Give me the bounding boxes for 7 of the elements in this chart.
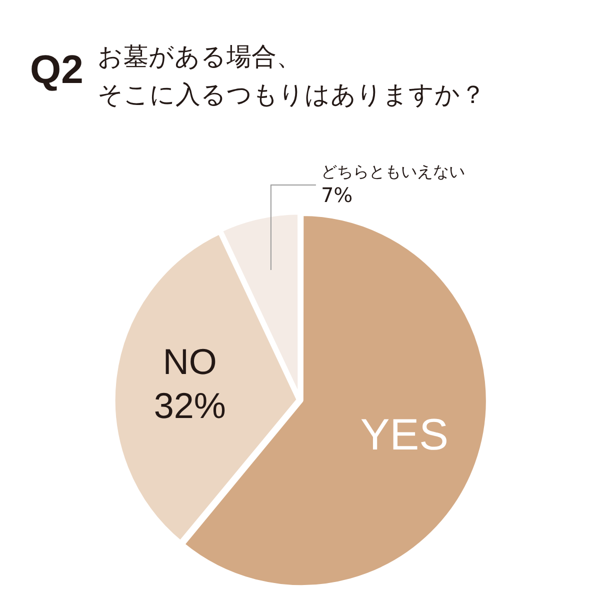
slice-label: NO [162,341,217,382]
data-label: 32% [154,385,226,426]
slice-label: どちらともいえない [320,162,465,182]
chart-subtitle: お墓がある場合、そこに入るつもりはありますか？ [97,41,486,111]
data-label: 7% [320,183,353,208]
slice-label: YES [360,410,448,460]
chart-title: Q2 [30,48,84,92]
